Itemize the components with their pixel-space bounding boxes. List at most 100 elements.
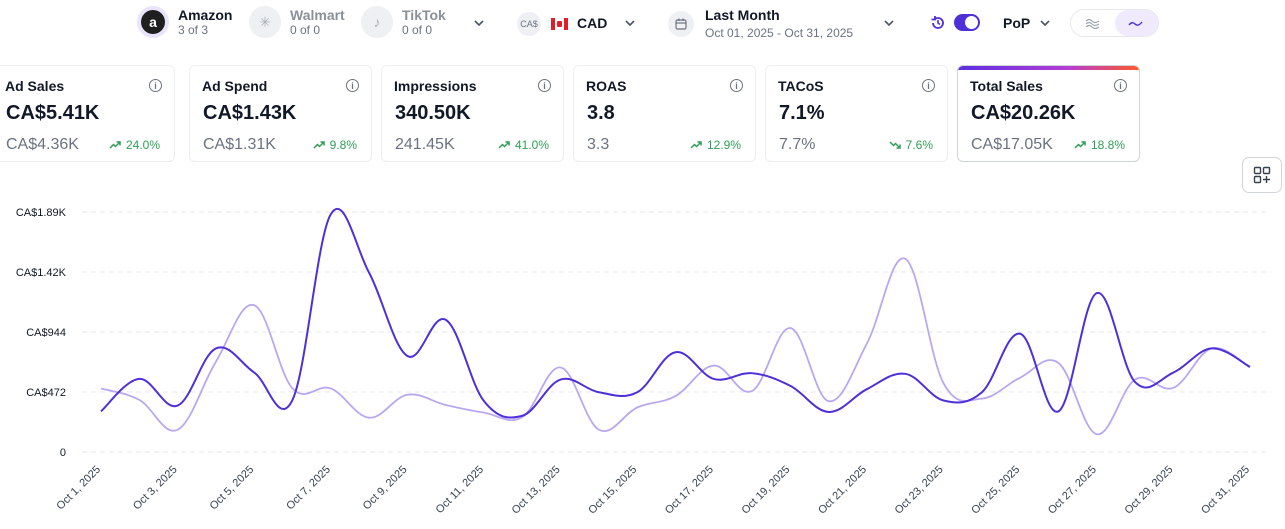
previous-data-point [521,416,523,418]
metric-change-percent: 18.8% [1090,138,1125,152]
previous-data-point [1249,366,1251,368]
metric-title: Impressions [394,78,477,94]
previous-data-point [751,390,753,392]
current-data-point [176,404,178,406]
comparison-select[interactable]: PoP [1003,15,1031,31]
metric-card-total-sales[interactable]: Total Sales i CA$20.26K CA$17.05K 18.8% [957,65,1140,162]
metric-change-percent: 9.8% [329,138,357,152]
previous-data-point [1096,433,1098,435]
history-icon[interactable] [929,14,947,32]
previous-data-point [674,395,676,397]
metric-previous-value: CA$4.36K [6,136,79,153]
previous-data-point [636,406,638,408]
metric-card-ad-spend[interactable]: Ad Spend i CA$1.43K CA$1.31K 9.8% [189,65,372,162]
currency-select[interactable]: CAD [577,15,608,31]
previous-data-point [789,327,791,329]
metric-change: 18.8% [1074,138,1125,152]
current-data-point [330,213,332,215]
metric-value: CA$20.26K [971,102,1076,124]
series-line-current [100,207,1251,419]
previous-data-point [942,382,944,384]
date-dropdown-chevron-icon[interactable] [883,17,895,29]
trend-up-icon [1074,141,1086,149]
current-data-point [866,388,868,390]
info-icon[interactable]: i [538,79,551,92]
current-data-point [1172,371,1174,373]
current-data-point [291,399,293,401]
y-tick-label: 0 [60,447,66,459]
currency-badge-icon: CA$ [517,12,541,36]
current-data-point [904,373,906,375]
info-icon[interactable]: i [149,79,162,92]
walmart-icon: ✳ [249,6,281,38]
marketplace-dropdown-chevron-icon[interactable] [473,17,485,29]
tiktok-icon: ♪ [361,6,393,38]
current-data-point [1211,347,1213,349]
metric-card-tacos[interactable]: TACoS i 7.1% 7.7% 7.6% [765,65,948,162]
previous-data-point [1057,362,1059,364]
x-tick-label: Oct 25, 2025 [969,464,1022,517]
metric-value: 7.1% [779,102,825,124]
current-data-point [636,391,638,393]
metric-change: 41.0% [498,138,549,152]
calendar-icon[interactable] [668,11,694,37]
date-range-label[interactable]: Oct 01, 2025 - Oct 31, 2025 [705,26,854,40]
metric-title: ROAS [586,78,627,94]
x-tick-label: Oct 31, 2025 [1199,464,1252,517]
top-toolbar: a Amazon 3 of 3 ✳ Walmart 0 of 0 ♪ TikTo… [0,0,1285,50]
previous-data-point [904,258,906,260]
current-data-point [1019,333,1021,335]
metric-previous-value: 241.45K [395,136,455,153]
marketplace-tiktok[interactable]: ♪ TikTok 0 of 0 [361,6,446,38]
currency-dropdown-chevron-icon[interactable] [624,17,636,29]
previous-data-point [253,304,255,306]
comparison-dropdown-chevron-icon[interactable] [1039,17,1051,29]
previous-data-point [1172,387,1174,389]
previous-data-point [598,429,600,431]
date-preset-label[interactable]: Last Month [705,7,780,23]
metric-change-percent: 41.0% [514,138,549,152]
current-data-point [559,378,561,380]
y-tick-label: CA$472 [26,387,66,399]
multi-line-view-button[interactable] [1071,10,1115,36]
previous-data-point [445,404,447,406]
trend-up-icon [109,141,121,149]
current-data-point [981,391,983,393]
metric-title: TACoS [778,78,824,94]
metric-change: 7.6% [889,138,933,152]
metric-change: 12.9% [690,138,741,152]
previous-data-point [828,400,830,402]
previous-data-point [483,411,485,413]
previous-data-point [713,364,715,366]
current-data-point [253,371,255,373]
previous-data-point [138,399,140,401]
comparison-toggle[interactable] [954,14,980,31]
current-data-point [138,378,140,380]
marketplace-walmart[interactable]: ✳ Walmart 0 of 0 [249,6,345,38]
info-icon[interactable]: i [922,79,935,92]
single-line-view-button[interactable] [1114,10,1158,36]
metric-card-roas[interactable]: ROAS i 3.8 3.3 12.9% [573,65,756,162]
current-data-point [1096,292,1098,294]
add-grid-icon [1253,166,1271,184]
previous-data-point [406,394,408,396]
previous-data-point [291,387,293,389]
current-data-point [368,272,370,274]
metric-card-impressions[interactable]: Impressions i 340.50K 241.45K 41.0% [381,65,564,162]
x-tick-label: Oct 17, 2025 [663,464,716,517]
x-tick-label: Oct 15, 2025 [586,464,639,517]
metric-card-ad-sales[interactable]: Ad Sales i CA$5.41K CA$4.36K 24.0% [0,65,175,162]
x-tick-label: Oct 7, 2025 [284,464,333,513]
info-icon[interactable]: i [1114,79,1127,92]
previous-data-point [100,387,102,389]
info-icon[interactable]: i [346,79,359,92]
current-data-point [521,415,523,417]
marketplace-name: Walmart [290,6,345,23]
info-icon[interactable]: i [730,79,743,92]
trend-up-icon [690,141,702,149]
add-widget-button[interactable] [1242,157,1282,193]
previous-data-point [330,387,332,389]
marketplace-amazon[interactable]: a Amazon 3 of 3 [137,6,232,38]
metric-value: CA$5.41K [6,102,100,124]
metric-value: 3.8 [587,102,615,124]
